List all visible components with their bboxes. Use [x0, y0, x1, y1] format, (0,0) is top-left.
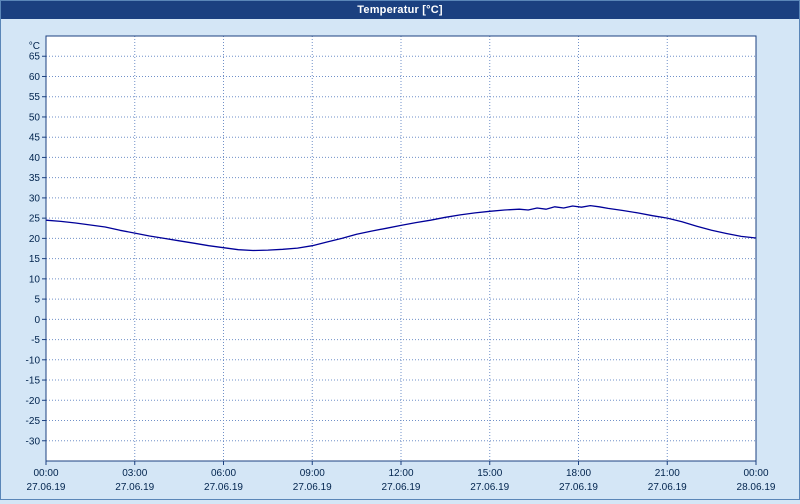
window-title: Temperatur [°C] [357, 4, 443, 16]
x-tick-date-label: 27.06.19 [470, 482, 509, 493]
chart-canvas: 65605550454035302520151050-5-10-15-20-25… [26, 35, 776, 493]
x-tick-time-label: 12:00 [388, 468, 413, 479]
x-tick-date-label: 28.06.19 [737, 482, 776, 493]
y-tick-label: 60 [29, 72, 41, 83]
x-tick-time-label: 18:00 [566, 468, 591, 479]
x-tick-date-label: 27.06.19 [648, 482, 687, 493]
temperature-series-line [45, 204, 757, 252]
x-tick-time-label: 21:00 [655, 468, 680, 479]
y-tick-label: 35 [29, 173, 41, 184]
y-tick-label: -10 [26, 355, 41, 366]
y-tick-label: -15 [26, 376, 41, 387]
y-tick-label: 45 [29, 133, 41, 144]
y-tick-label: -30 [26, 436, 41, 447]
y-tick-label: -25 [26, 416, 41, 427]
y-tick-label: 5 [34, 295, 40, 306]
window-title-bar: Temperatur [°C] [1, 1, 799, 19]
y-tick-label: -5 [31, 335, 40, 346]
x-tick-time-label: 03:00 [122, 468, 147, 479]
x-tick-time-label: 00:00 [743, 468, 768, 479]
y-tick-label: 50 [29, 112, 41, 123]
x-tick-date-label: 27.06.19 [115, 482, 154, 493]
x-tick-date-label: 27.06.19 [382, 482, 421, 493]
x-tick-time-label: 00:00 [33, 468, 58, 479]
x-tick-date-label: 27.06.19 [559, 482, 598, 493]
y-tick-label: 0 [34, 315, 40, 326]
y-tick-label: 15 [29, 254, 41, 265]
y-tick-label: 10 [29, 274, 41, 285]
x-tick-date-label: 27.06.19 [204, 482, 243, 493]
y-axis-unit-label: °C [29, 41, 40, 52]
x-tick-date-label: 27.06.19 [293, 482, 332, 493]
y-tick-label: 40 [29, 153, 41, 164]
temperature-chart: 65 60 55 50 45 40 35 30 25 20 15 10 5 0 -5 -10 -15 -20 -25… [1, 19, 799, 499]
y-tick-label: -20 [26, 396, 41, 407]
x-tick-time-label: 09:00 [300, 468, 325, 479]
y-tick-label: 65 [29, 52, 41, 63]
x-tick-time-label: 15:00 [477, 468, 502, 479]
y-tick-label: 20 [29, 234, 41, 245]
y-tick-label: 30 [29, 193, 41, 204]
x-tick-time-label: 06:00 [211, 468, 236, 479]
x-tick-date-label: 27.06.19 [27, 482, 66, 493]
y-tick-label: 55 [29, 92, 41, 103]
y-tick-label: 25 [29, 214, 41, 225]
